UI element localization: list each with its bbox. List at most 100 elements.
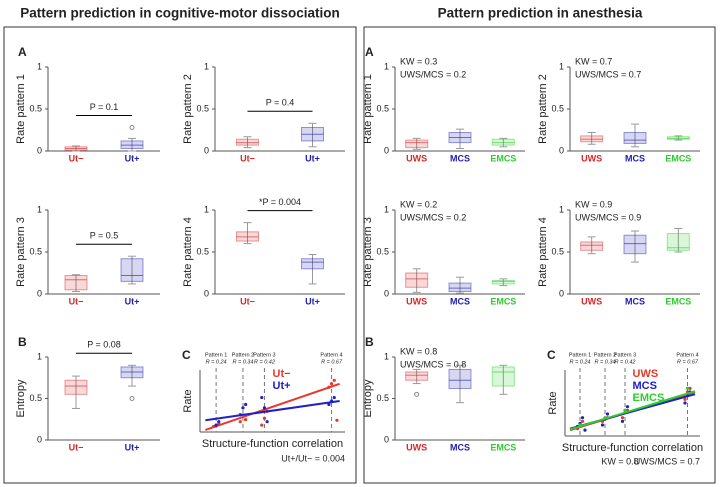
y-tick-label: 0.5 [196, 246, 209, 256]
y-tick-label: 0 [37, 145, 42, 155]
pattern-name: Pattern 1 [205, 352, 227, 358]
point [332, 395, 336, 400]
point [685, 386, 690, 390]
y-axis-label: Entropy [362, 379, 374, 417]
pattern-r: R = 0.42 [615, 359, 636, 365]
category-label: UWS [581, 153, 602, 163]
pattern-r: R = 0.24 [206, 359, 227, 365]
category-label: EMCS [490, 153, 516, 163]
category-label: Ut+ [125, 296, 140, 306]
point [623, 408, 627, 412]
point [244, 402, 248, 407]
y-tick-label: 0 [37, 434, 42, 444]
category-label: UWS [406, 296, 427, 306]
point [580, 419, 585, 423]
left-panel-frame [3, 26, 357, 484]
y-tick-label: 0 [37, 288, 42, 298]
point [600, 423, 605, 427]
p-value: P = 0.08 [87, 340, 121, 350]
p-value: *P = 0.004 [259, 197, 301, 207]
stat-label: UWS/MCS = 0.9 [575, 212, 641, 222]
category-label: MCS [625, 296, 645, 306]
stat-label: KW = 0.8 [400, 346, 437, 356]
stat-label: UWS/MCS = 0.2 [400, 212, 466, 222]
y-axis-label: Rate pattern 1 [362, 74, 374, 144]
legend-entry: UWS [633, 368, 659, 380]
category-label: Ut+ [125, 153, 140, 163]
box [120, 258, 144, 282]
legend-entry: Ut+ [273, 380, 291, 392]
y-tick-label: 0 [559, 145, 564, 155]
stat-label: UWS/MCS = 0.8 [400, 359, 466, 369]
pattern-name: Pattern 1 [569, 352, 591, 358]
stat-label: Ut+/Ut− = 0.004 [281, 453, 345, 463]
category-label: Ut+ [305, 296, 320, 306]
y-axis-label: Rate pattern 2 [182, 74, 194, 144]
point [683, 401, 687, 405]
y-tick-label: 0 [204, 145, 209, 155]
y-tick-label: 0 [204, 288, 209, 298]
y-tick-label: 0.5 [551, 103, 564, 113]
y-tick-label: 1 [384, 204, 389, 214]
y-axis-label: Rate [182, 389, 194, 412]
stat-label: KW = 0.2 [400, 199, 437, 209]
y-tick-label: 0.5 [376, 103, 389, 113]
legend-entry: EMCS [633, 392, 665, 404]
point [241, 406, 245, 410]
y-tick-label: 1 [559, 61, 564, 71]
pattern-name: Pattern 2 [594, 352, 616, 358]
panel-label: A [18, 45, 27, 59]
p-value: P = 0.1 [90, 102, 119, 112]
point [620, 416, 625, 420]
y-tick-label: 0 [384, 434, 389, 444]
category-label: EMCS [490, 442, 516, 452]
stat-label: KW = 0.7 [575, 56, 612, 66]
panel-title: Pattern prediction in cognitive-motor di… [20, 6, 340, 21]
box [623, 132, 647, 144]
stat-label: UWS/MCS = 0.2 [400, 69, 466, 79]
box [64, 379, 88, 395]
right-panel-frame [363, 26, 716, 484]
y-tick-label: 1 [384, 351, 389, 361]
panel-label: B [18, 335, 27, 349]
point [580, 416, 585, 420]
panel-title: Pattern prediction in anesthesia [438, 6, 643, 21]
point [262, 416, 267, 420]
category-label: Ut− [69, 442, 84, 452]
p-value: P = 0.5 [90, 231, 119, 241]
category-label: UWS [581, 296, 602, 306]
y-tick-label: 1 [37, 351, 42, 361]
pattern-name: Pattern 4 [676, 352, 698, 358]
box [448, 282, 472, 292]
panel-label: C [182, 348, 191, 362]
fit-line [569, 390, 696, 431]
category-label: UWS [406, 442, 427, 452]
panel-label: A [365, 45, 374, 59]
category-label: Ut− [240, 153, 255, 163]
category-label: UWS [406, 153, 427, 163]
pattern-name: Pattern 4 [320, 352, 342, 358]
point [620, 419, 625, 423]
x-axis-label: Structure-function correlation [202, 438, 343, 450]
y-tick-label: 1 [204, 204, 209, 214]
y-axis-label: Rate pattern 1 [15, 74, 27, 144]
box [491, 366, 515, 387]
point [625, 405, 630, 409]
box [64, 275, 88, 291]
category-label: MCS [450, 442, 470, 452]
y-tick-label: 1 [204, 61, 209, 71]
pattern-name: Pattern 3 [253, 352, 275, 358]
pattern-name: Pattern 3 [614, 352, 636, 358]
y-axis-label: Rate pattern 3 [362, 217, 374, 287]
p-value: P = 0.4 [266, 98, 295, 108]
pattern-r: R = 0.24 [570, 359, 591, 365]
category-label: EMCS [490, 296, 516, 306]
y-tick-label: 0.5 [376, 393, 389, 403]
legend-entry: Ut− [273, 368, 291, 380]
y-tick-label: 0 [384, 288, 389, 298]
y-tick-label: 1 [37, 204, 42, 214]
point [688, 386, 692, 390]
pattern-r: R = 0.42 [254, 359, 275, 365]
outlier [129, 124, 135, 130]
